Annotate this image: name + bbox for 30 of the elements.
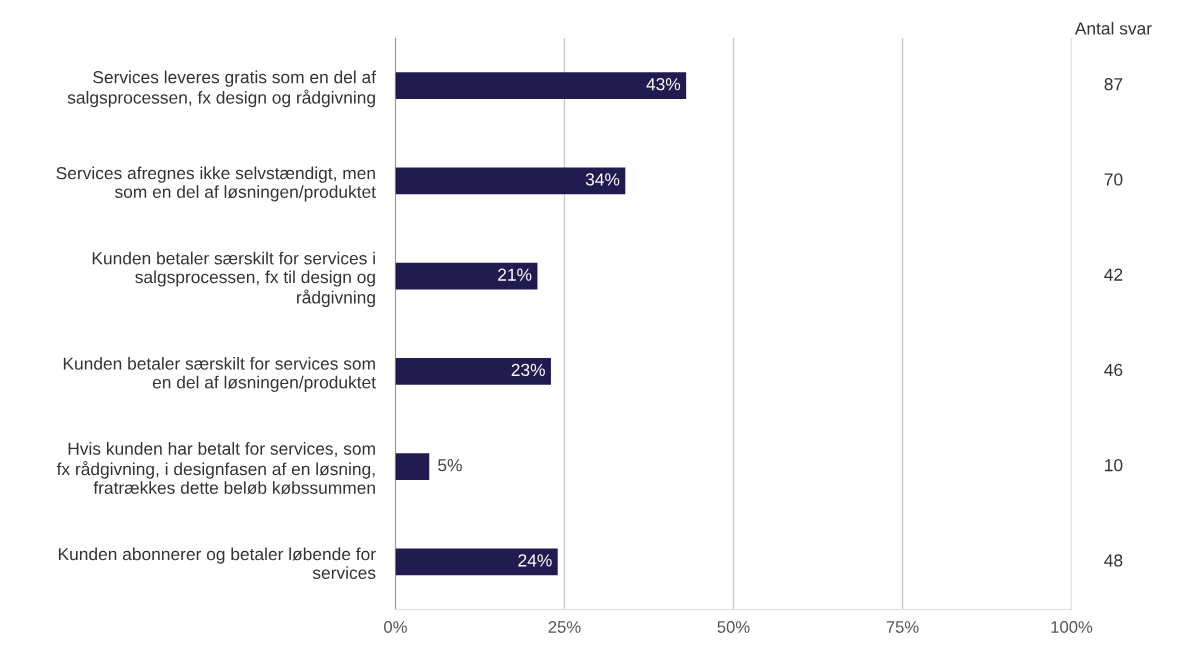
bar (395, 548, 558, 576)
text: 87 (1104, 78, 1123, 91)
bar (395, 167, 626, 195)
y-tick-label: Services afregnes ikke selvstændigt, men som en del af løsningen/produktet (56, 166, 376, 202)
data-label: 43% (646, 78, 681, 91)
x-tick-label: 100% (1051, 621, 1093, 633)
bar (395, 262, 538, 290)
data-label: 34% (585, 173, 620, 186)
data-label: 5% (438, 459, 462, 472)
text: 46 (1104, 363, 1123, 377)
y-tick-label: Kunden betaler særskilt for services i salgsprocessen, fx til design og rådgivning (92, 251, 375, 308)
data-label: 23% (511, 363, 545, 377)
y-tick-label: Kunden betaler særskilt for services som en del af løsningen/produktet (63, 357, 376, 392)
text: Antal svar (1074, 21, 1152, 35)
bar (395, 72, 687, 100)
x-tick-label: 50% (717, 621, 750, 633)
bar (395, 358, 551, 385)
data-label: 21% (498, 268, 532, 281)
y-tick-label: Kunden abonnerer og betaler løbende for services (58, 547, 376, 579)
x-tick-label: 75% (886, 621, 919, 633)
text: 48 (1104, 554, 1123, 567)
x-tick-label: 25% (548, 621, 581, 633)
text: 42 (1104, 268, 1123, 281)
y-tick-label: Hvis kunden har betalt for services, som fx rådgivning, i designfasen af en løsning, fratrækkes dette beløb købssummen (56, 442, 375, 495)
bar (395, 453, 430, 480)
y-tick-label: Services leveres gratis som en del af salgsprocessen, fx design og rådgivning (67, 70, 377, 108)
text: 70 (1104, 173, 1123, 186)
x-tick-label: 0% (384, 621, 407, 633)
text: 10 (1105, 459, 1123, 472)
data-label: 24% (518, 554, 552, 567)
